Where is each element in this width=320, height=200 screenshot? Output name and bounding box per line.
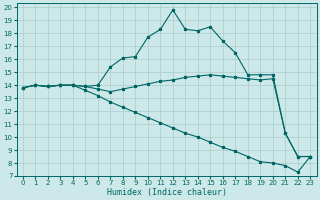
X-axis label: Humidex (Indice chaleur): Humidex (Indice chaleur) bbox=[107, 188, 227, 197]
